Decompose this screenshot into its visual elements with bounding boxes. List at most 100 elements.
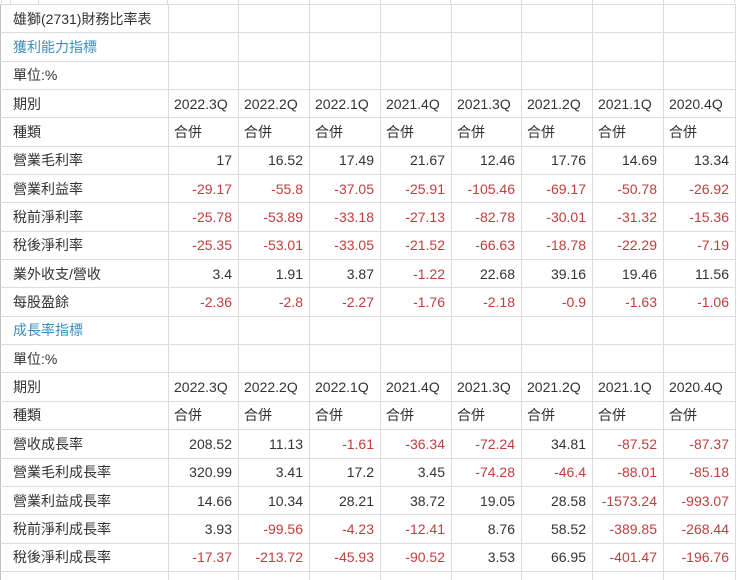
type-cell: 合併 [238, 117, 310, 147]
value-cell: -33.05 [309, 230, 381, 261]
value-cell: -993.07 [663, 485, 736, 516]
empty-cell [168, 344, 239, 374]
value-cell: -31.32 [592, 202, 664, 232]
empty-cell [592, 3, 664, 34]
value-cell: -25.78 [168, 202, 239, 232]
table-row: 每股盈餘 -2.36 -2.8 -2.27 -1.76 -2.18 -0.9 -1.63 -1.… [0, 287, 736, 317]
period-header: 2022.3Q [168, 89, 239, 119]
value-cell: -2.27 [309, 287, 381, 317]
type-cell: 合併 [380, 400, 452, 431]
table-row: 稅後淨利率 -25.35 -53.01 -33.05 -21.52 -66.63 -18.7… [0, 230, 736, 261]
type-cell: 合併 [521, 400, 593, 431]
value-cell: 34.81 [521, 429, 593, 459]
empty-cell [592, 60, 664, 91]
empty-cell [521, 570, 593, 580]
row-label: 營業利益率 [0, 174, 169, 204]
type-row-label: 種類 [0, 117, 169, 147]
row-label: 稅前淨利成長率 [0, 514, 169, 544]
value-cell: -87.37 [663, 429, 736, 459]
value-cell: 38.72 [380, 485, 452, 516]
value-cell: -21.52 [380, 230, 452, 261]
value-cell: -90.52 [380, 542, 452, 572]
type-cell: 合併 [663, 400, 736, 431]
value-cell: -1.76 [380, 287, 452, 317]
empty-cell [592, 32, 664, 62]
empty-cell [521, 60, 593, 91]
value-cell: -1.06 [663, 287, 736, 317]
section-link[interactable]: 成長率指標 [0, 315, 169, 346]
value-cell: -25.35 [168, 230, 239, 261]
value-cell: -401.47 [592, 542, 664, 572]
empty-cell [238, 3, 310, 34]
row-label: 業外收支/營收 [0, 259, 169, 289]
period-row-label: 期別 [0, 89, 169, 119]
empty-cell [168, 60, 239, 91]
value-cell: -268.44 [663, 514, 736, 544]
empty-cell [380, 570, 452, 580]
financial-ratio-table: 雄獅(2731)財務比率表 獲利能力指標 單位:% 期別 2022.3Q 2022.2Q 2… [0, 3, 736, 580]
table-row: 種類 合併 合併 合併 合併 合併 合併 合併 合併 [0, 117, 736, 147]
value-cell: -25.91 [380, 174, 452, 204]
table-row: 稅前淨利成長率 3.93 -99.56 -4.23 -12.41 8.76 58.52 -38… [0, 514, 736, 544]
page-title: 雄獅(2731)財務比率表 [0, 3, 169, 34]
row-label: 稅前淨利率 [0, 202, 169, 232]
empty-cell [380, 60, 452, 91]
value-cell: -72.24 [451, 429, 522, 459]
empty-cell [663, 344, 736, 374]
unit-label: 單位:% [0, 344, 169, 374]
empty-cell [168, 32, 239, 62]
period-header: 2022.3Q [168, 372, 239, 402]
value-cell: 3.93 [168, 514, 239, 544]
type-cell: 合併 [238, 400, 310, 431]
value-cell: -55.8 [238, 174, 310, 204]
empty-cell [309, 315, 381, 346]
value-cell: -22.29 [592, 230, 664, 261]
row-label: 營業毛利率 [0, 145, 169, 176]
value-cell: 11.56 [663, 259, 736, 289]
value-cell: 1.91 [238, 259, 310, 289]
value-cell: 12.46 [451, 145, 522, 176]
type-cell: 合併 [451, 117, 522, 147]
value-cell: -85.18 [663, 457, 736, 487]
period-header: 2021.2Q [521, 89, 593, 119]
value-cell: -1573.24 [592, 485, 664, 516]
type-cell: 合併 [168, 400, 239, 431]
grid-tick [238, 0, 239, 4]
grid-tick [592, 0, 593, 4]
table-row: 營業利益成長率 14.66 10.34 28.21 38.72 19.05 28.58 -15… [0, 485, 736, 516]
type-row-label: 種類 [0, 400, 169, 431]
empty-cell [663, 315, 736, 346]
value-cell: 3.4 [168, 259, 239, 289]
value-cell: -53.01 [238, 230, 310, 261]
value-cell: -1.61 [309, 429, 381, 459]
type-cell: 合併 [309, 400, 381, 431]
value-cell: -105.46 [451, 174, 522, 204]
period-row-label: 期別 [0, 372, 169, 402]
grid-tick [734, 0, 735, 4]
table-row: 獲利能力指標 [0, 32, 736, 62]
empty-cell [238, 344, 310, 374]
empty-cell [451, 3, 522, 34]
value-cell: 66.95 [521, 542, 593, 572]
empty-cell [238, 315, 310, 346]
type-cell: 合併 [521, 117, 593, 147]
table-row: 單位:% [0, 344, 736, 374]
table-row: 種類 合併 合併 合併 合併 合併 合併 合併 合併 [0, 400, 736, 431]
row-label: 營收成長率 [0, 429, 169, 459]
value-cell: 19.46 [592, 259, 664, 289]
empty-cell [309, 570, 381, 580]
table-row: 稅前淨利率 -25.78 -53.89 -33.18 -27.13 -82.78 -30.0… [0, 202, 736, 232]
section-link[interactable]: 獲利能力指標 [0, 32, 169, 62]
value-cell: -37.05 [309, 174, 381, 204]
value-cell: 21.67 [380, 145, 452, 176]
value-cell: 39.16 [521, 259, 593, 289]
empty-cell [309, 3, 381, 34]
empty-cell [238, 570, 310, 580]
value-cell: -82.78 [451, 202, 522, 232]
period-header: 2021.2Q [521, 372, 593, 402]
empty-cell [168, 3, 239, 34]
value-cell: -45.93 [309, 542, 381, 572]
period-header: 2021.4Q [380, 89, 452, 119]
empty-cell [521, 32, 593, 62]
value-cell: -4.23 [309, 514, 381, 544]
